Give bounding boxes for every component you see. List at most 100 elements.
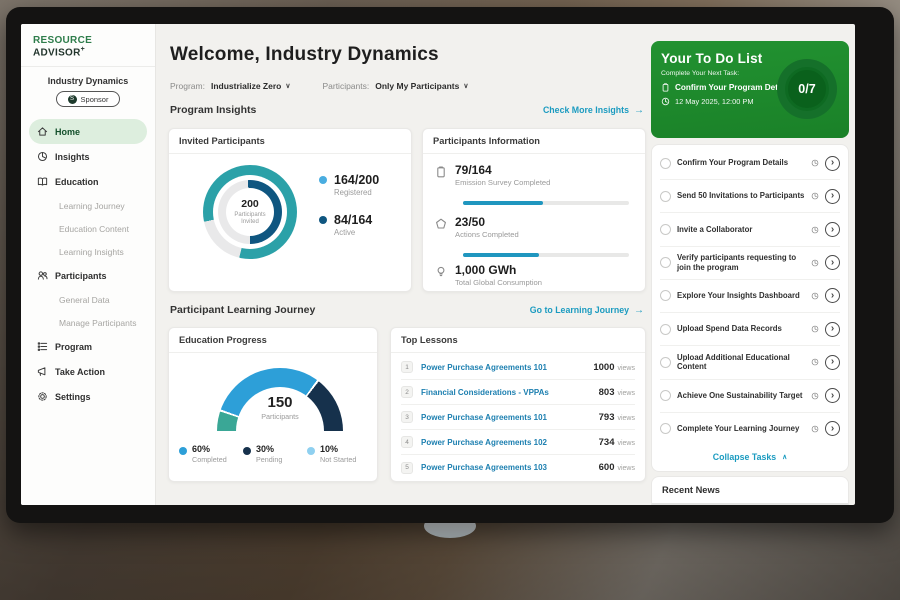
program-filter-dropdown[interactable]: Industrialize Zero	[211, 81, 291, 91]
sidebar-item-settings[interactable]: Settings	[29, 384, 147, 409]
actions-progressbar	[463, 253, 629, 257]
lesson-rank: 3	[401, 411, 413, 423]
clipboard-icon	[662, 83, 669, 92]
sidebar-item-label: Insights	[55, 151, 90, 162]
link-label: Check More Insights	[542, 105, 629, 115]
metric-label: Emission Survey Completed	[455, 178, 551, 187]
sidebar-item-education[interactable]: Education	[29, 169, 147, 194]
task-go-button[interactable]: ›	[825, 354, 840, 370]
sidebar-item-label: Settings	[55, 391, 91, 402]
lesson-link[interactable]: Power Purchase Agreements 101	[421, 412, 547, 422]
sidebar-item-education-content[interactable]: Education Content	[29, 217, 147, 240]
sidebar-item-manage-participants[interactable]: Manage Participants	[29, 311, 147, 334]
sidebar-item-learning-journey[interactable]: Learning Journey	[29, 194, 147, 217]
card-title: Education Progress	[169, 328, 377, 353]
task-go-button[interactable]: ›	[825, 421, 840, 437]
sidebar-item-take-action[interactable]: Take Action	[29, 359, 147, 384]
task-go-button[interactable]: ›	[825, 255, 840, 271]
lesson-views: 793	[598, 411, 615, 423]
metric-value: 23/50	[455, 215, 486, 229]
donut-center-label: Participants Invited	[234, 211, 266, 226]
legend-item-not-started: 10% Not Started	[307, 444, 371, 464]
active-dot-icon	[319, 216, 327, 224]
take-action-icon	[37, 367, 46, 377]
views-suffix: views	[617, 465, 635, 472]
sidebar-item-insights[interactable]: Insights	[29, 144, 147, 169]
program-insights-header: Program Insights Check More Insights	[170, 104, 644, 116]
completed-dot-icon	[179, 447, 187, 455]
lesson-link[interactable]: Power Purchase Agreements 103	[421, 463, 547, 472]
invited-participants-donut: 200 Participants Invited	[203, 165, 297, 259]
task-go-button[interactable]: ›	[825, 155, 840, 171]
task-explore-insights[interactable]: Explore Your Insights Dashboard ›	[660, 280, 840, 314]
sidebar-item-general-data[interactable]: General Data	[29, 288, 147, 311]
logo-plus: +	[80, 46, 86, 53]
participants-filter-dropdown[interactable]: Only My Participants	[375, 81, 468, 91]
task-go-button[interactable]: ›	[825, 288, 840, 304]
lesson-rank: 1	[401, 361, 413, 373]
program-filter-label: Program:	[170, 81, 205, 91]
task-checkbox[interactable]	[660, 157, 671, 169]
lesson-link[interactable]: Financial Considerations - VPPAs	[421, 387, 549, 397]
clock-icon	[811, 259, 819, 267]
task-invite-collaborator[interactable]: Invite a Collaborator ›	[660, 213, 840, 247]
card-title: Top Lessons	[391, 328, 645, 353]
todo-panel: Your To Do List Complete Your Next Task:…	[651, 24, 851, 505]
link-label: Go to Learning Journey	[529, 305, 629, 315]
legend-value: 84/164	[334, 213, 373, 227]
task-send-invitations[interactable]: Send 50 Invitations to Participants ›	[660, 180, 840, 214]
task-checkbox[interactable]	[660, 356, 671, 368]
task-go-button[interactable]: ›	[825, 388, 840, 404]
task-label: Achieve One Sustainability Target	[677, 390, 803, 400]
clock-icon	[811, 325, 819, 333]
task-achieve-sustainability-target[interactable]: Achieve One Sustainability Target ›	[660, 380, 840, 413]
gauge-center-label: Participants	[261, 412, 299, 421]
task-checkbox[interactable]	[660, 257, 671, 269]
sidebar-item-program[interactable]: Program	[29, 334, 147, 359]
sidebar-item-learning-insights[interactable]: Learning Insights	[29, 240, 147, 263]
clock-icon	[661, 97, 670, 106]
go-to-learning-journey-link[interactable]: Go to Learning Journey	[530, 305, 644, 316]
task-checkbox[interactable]	[660, 423, 671, 435]
task-go-button[interactable]: ›	[825, 222, 840, 238]
task-upload-educational-content[interactable]: Upload Additional Educational Content ›	[660, 346, 840, 380]
task-checkbox[interactable]	[660, 290, 671, 302]
card-title: Participants Information	[423, 129, 645, 154]
task-go-button[interactable]: ›	[825, 188, 840, 204]
section-title: Program Insights	[170, 104, 257, 116]
learning-journey-header: Participant Learning Journey Go to Learn…	[170, 304, 644, 316]
recent-news-card[interactable]: Recent News	[651, 476, 849, 505]
sidebar-item-participants[interactable]: Participants	[29, 263, 147, 288]
legend-label: Completed	[192, 455, 227, 464]
collapse-tasks-button[interactable]: Collapse Tasks	[660, 445, 840, 469]
legend-item-completed: 60% Completed	[179, 444, 243, 464]
metric-label: Actions Completed	[455, 230, 519, 239]
sponsor-icon: S	[67, 94, 77, 104]
task-verify-participants[interactable]: Verify participants requesting to join t…	[660, 247, 840, 280]
sponsor-badge[interactable]: S Sponsor	[56, 91, 120, 108]
sidebar-item-label: Home	[55, 126, 81, 137]
task-upload-spend-data[interactable]: Upload Spend Data Records ›	[660, 313, 840, 347]
lesson-rank: 4	[401, 436, 413, 448]
task-go-button[interactable]: ›	[825, 321, 840, 337]
check-more-insights-link[interactable]: Check More Insights	[543, 105, 644, 116]
task-checkbox[interactable]	[660, 224, 671, 236]
task-checkbox[interactable]	[660, 323, 671, 335]
donut-center-value: 200	[241, 197, 259, 210]
program-filter-value: Industrialize Zero	[210, 81, 282, 91]
pending-dot-icon	[243, 447, 251, 455]
task-checkbox[interactable]	[660, 390, 671, 402]
lesson-link[interactable]: Power Purchase Agreements 102	[421, 437, 547, 447]
task-checkbox[interactable]	[660, 190, 671, 202]
task-confirm-program-details[interactable]: Confirm Your Program Details ›	[660, 147, 840, 181]
task-complete-learning-journey[interactable]: Complete Your Learning Journey ›	[660, 413, 840, 445]
education-progress-card: Education Progress 150 Participants 60% …	[168, 327, 378, 482]
sidebar-item-home[interactable]: Home	[29, 119, 147, 145]
legend-label: Active	[334, 228, 356, 237]
todo-next-task-label: Confirm Your Program Details	[675, 83, 792, 92]
participants-filter-value: Only My Participants	[375, 81, 460, 91]
gauge-legend: 60% Completed 30% Pending 10% Not Starte…	[179, 444, 371, 464]
section-title: Participant Learning Journey	[170, 304, 316, 316]
lesson-link[interactable]: Power Purchase Agreements 101	[421, 362, 547, 372]
legend-label: Pending	[256, 455, 283, 464]
